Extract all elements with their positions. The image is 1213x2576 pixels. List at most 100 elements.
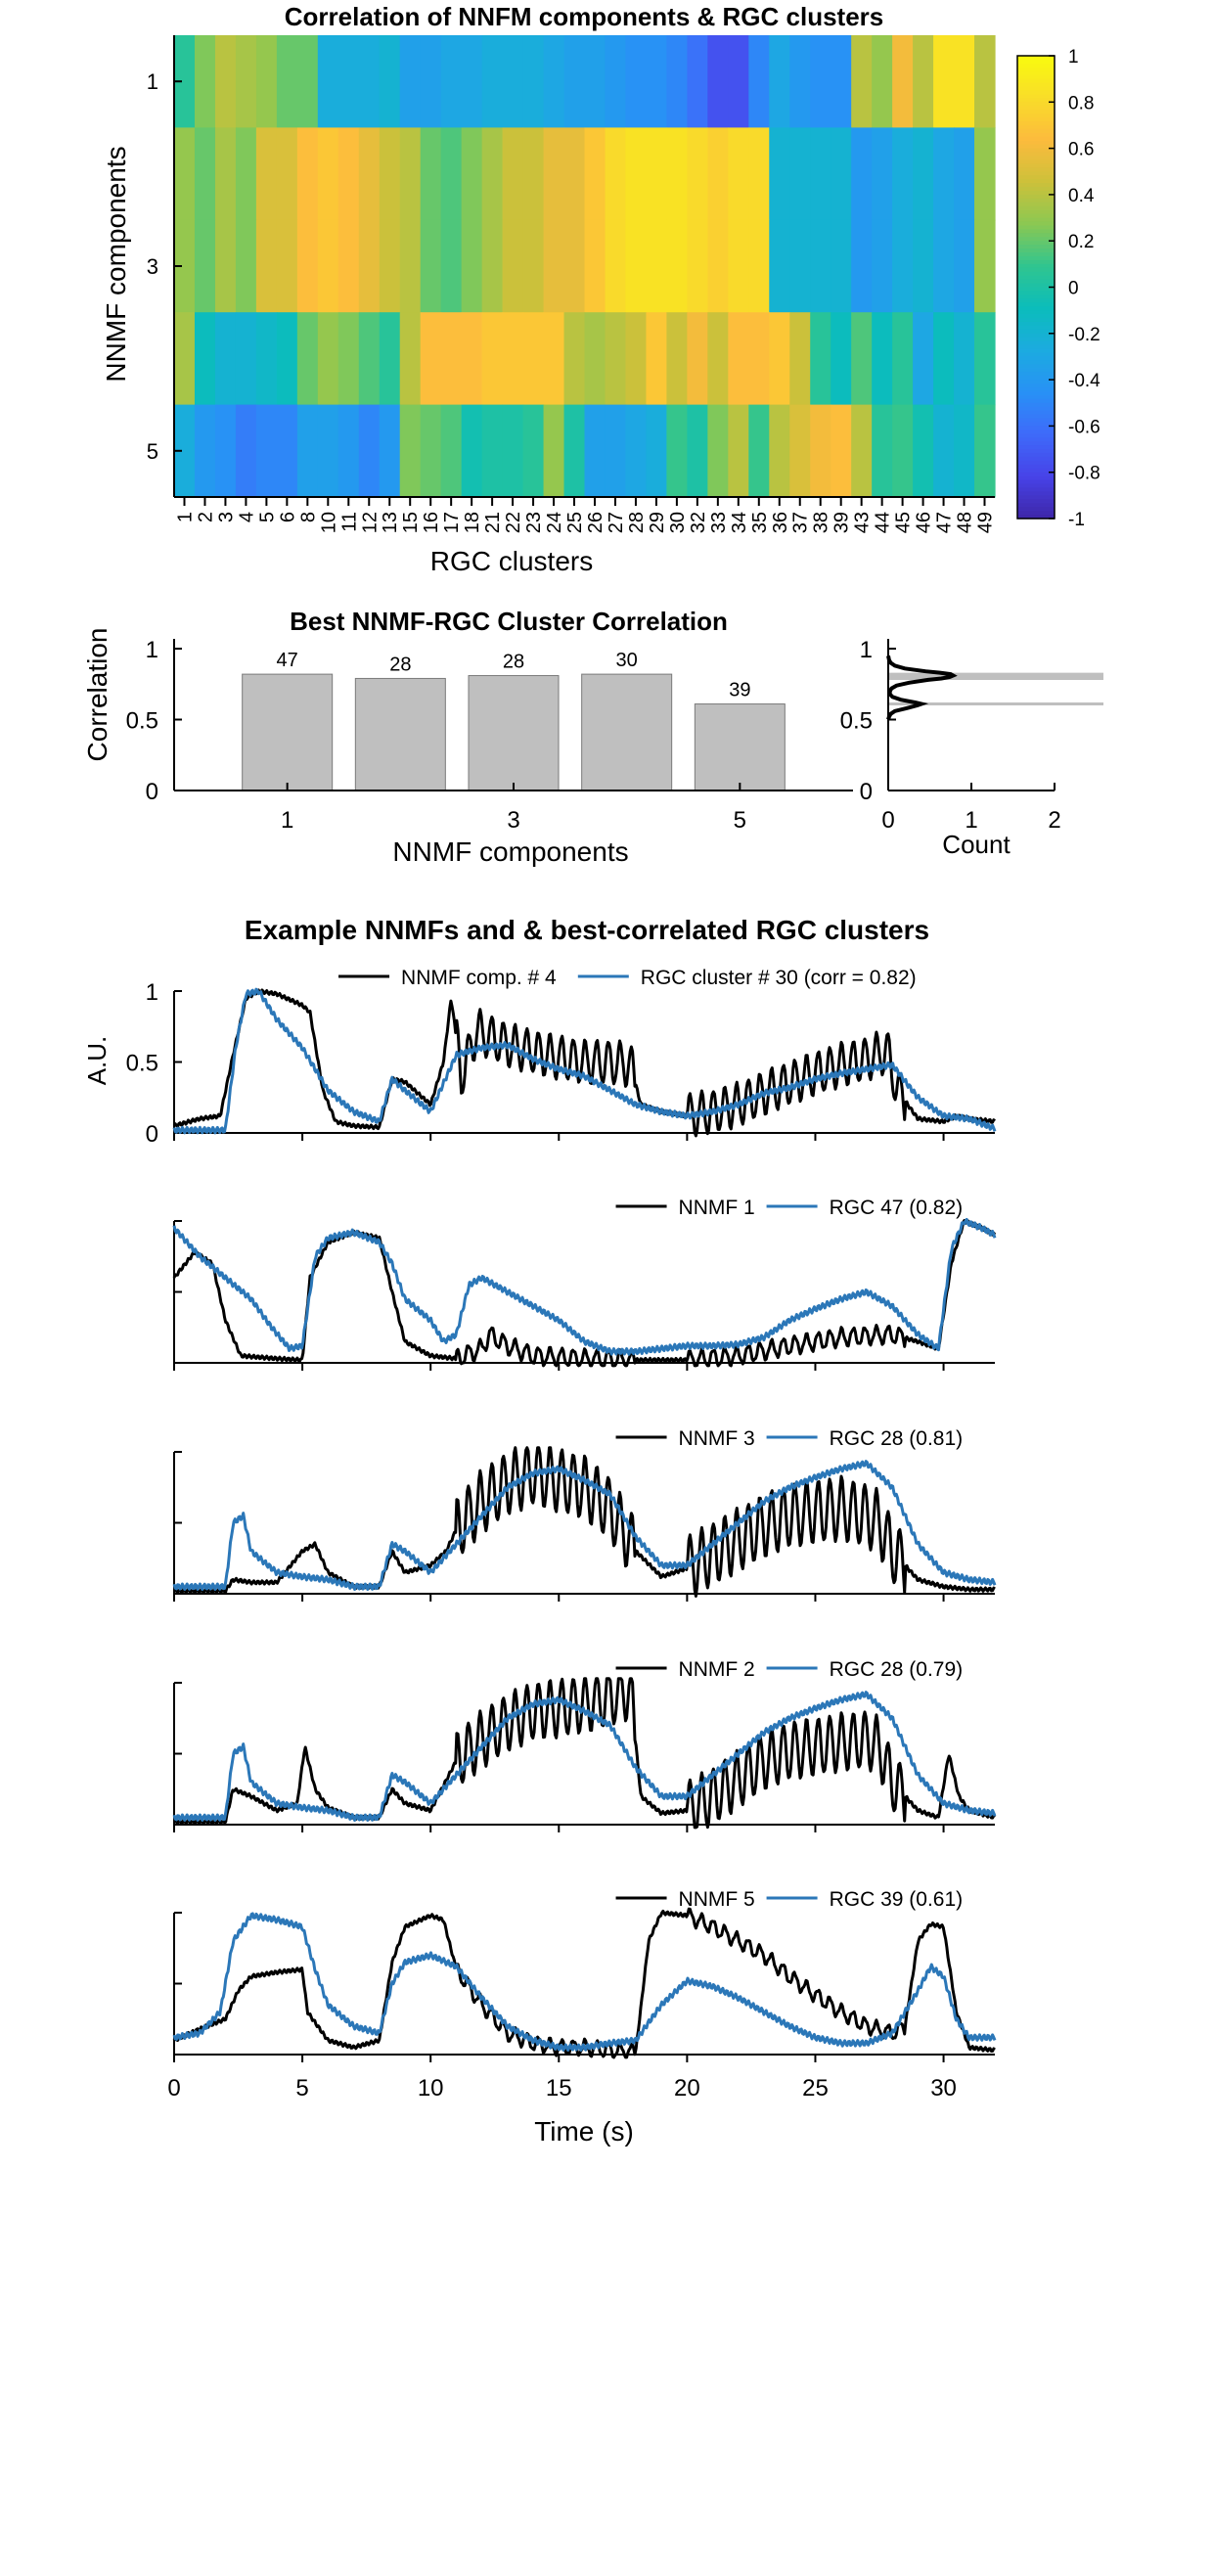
trace-series-line — [172, 1677, 997, 1830]
trace-x-tick-label: 30 — [930, 2075, 957, 2101]
histogram-y-tick-label: 0.5 — [840, 708, 873, 735]
legend-label-rgc: RGC 28 (0.81) — [830, 1427, 964, 1450]
heatmap-cell — [399, 404, 422, 498]
histogram-density-curve — [886, 655, 958, 721]
colorbar-segment — [1017, 433, 1055, 438]
heatmap-cell — [379, 127, 401, 221]
colorbar-segment — [1017, 187, 1055, 192]
colorbar-segment — [1017, 102, 1055, 107]
heatmap-x-tick-label: 26 — [585, 512, 606, 533]
heatmap-x-tick-label: 18 — [462, 512, 483, 533]
bar — [354, 677, 446, 791]
bar — [242, 673, 334, 791]
colorbar-segment — [1017, 190, 1055, 196]
hist-xlabel: Count — [942, 830, 1011, 859]
heatmap-cell — [707, 219, 729, 313]
heatmap-cell — [420, 219, 442, 313]
heatmap-cell — [235, 35, 257, 128]
heatmap-cell — [379, 312, 401, 406]
colorbar-segment — [1017, 136, 1055, 142]
heatmap-y-tick-label: 1 — [147, 69, 158, 94]
colorbar-segment — [1017, 422, 1055, 427]
colorbar-segment — [1017, 310, 1055, 315]
heatmap-cell — [933, 219, 955, 313]
heatmap-cell — [974, 35, 996, 128]
heatmap-cell — [255, 312, 278, 406]
heatmap-x-tick-label: 49 — [975, 512, 997, 533]
colorbar-segment — [1017, 271, 1055, 277]
heatmap-cell — [337, 312, 360, 406]
colorbar-segment — [1017, 241, 1055, 246]
heatmap-cell — [194, 404, 216, 498]
colorbar-segment — [1017, 225, 1055, 230]
colorbar-segment — [1017, 90, 1055, 96]
heatmap-cell — [892, 127, 914, 221]
trace-x-tick-label: 5 — [295, 2075, 308, 2101]
heatmap-cell — [358, 35, 381, 128]
heatmap-x-tick-label: 45 — [893, 512, 915, 533]
heatmap-cell — [748, 219, 770, 313]
heatmap-cell — [522, 312, 545, 406]
heatmap-cell — [748, 312, 770, 406]
heatmap-cell — [913, 312, 934, 406]
trace-plots: 0 0.5 1 NNMF comp. # 4 RGC cluster # 30 (cor… — [126, 967, 997, 2101]
heatmap-cell — [317, 35, 339, 128]
bar-value-label: 30 — [616, 650, 638, 671]
colorbar-segment — [1017, 325, 1055, 331]
heatmap-cell — [707, 127, 729, 221]
heatmap-cell — [194, 127, 216, 221]
heatmap-x-tick-label: 2 — [195, 512, 216, 522]
trace-series-line — [172, 1460, 997, 1591]
heatmap-cell — [810, 312, 831, 406]
colorbar-segment — [1017, 329, 1055, 335]
trace-y-tick-label: 1 — [146, 979, 158, 1006]
heatmap-cell — [276, 404, 298, 498]
heatmap-cell — [728, 35, 749, 128]
colorbar-segment — [1017, 140, 1055, 146]
bar — [581, 673, 673, 791]
trace-series-line — [172, 987, 997, 1135]
colorbar-segment — [1017, 175, 1055, 180]
traces-panel: Example NNMFs and & best-correlated RGC … — [82, 915, 997, 2147]
heatmap-cell — [789, 35, 811, 128]
heatmap-cell — [646, 127, 667, 221]
colorbar-segment — [1017, 333, 1055, 339]
colorbar-segment — [1017, 117, 1055, 122]
colorbar-segment — [1017, 252, 1055, 257]
heatmap-cell — [584, 312, 606, 406]
colorbar-segment — [1017, 372, 1055, 377]
heatmap-cell — [831, 312, 852, 406]
heatmap-cell — [337, 35, 360, 128]
colorbar-segment — [1017, 495, 1055, 500]
heatmap-cell — [399, 35, 422, 128]
colorbar-segment — [1017, 402, 1055, 408]
heatmap-cell — [769, 404, 790, 498]
bar-value-label: 28 — [503, 652, 524, 673]
heatmap-cell — [461, 312, 483, 406]
heatmap-cell — [194, 312, 216, 406]
trace-plot: NNMF 3 RGC 28 (0.81) — [172, 1427, 997, 1602]
colorbar-segment — [1017, 487, 1055, 493]
heatmap-cell — [337, 127, 360, 221]
legend-label-nnmf: NNMF 2 — [679, 1658, 755, 1681]
colorbar-segment — [1017, 376, 1055, 381]
colorbar-segment — [1017, 98, 1055, 103]
heatmap-cell — [543, 219, 565, 313]
heatmap-x-tick-label: 4 — [236, 512, 257, 522]
heatmap-cell — [214, 35, 237, 128]
colorbar-segment — [1017, 414, 1055, 420]
colorbar-segment — [1017, 221, 1055, 227]
heatmap-cell — [317, 127, 339, 221]
heatmap-cell — [461, 127, 483, 221]
heatmap-cell — [687, 127, 708, 221]
heatmap-cell — [625, 219, 648, 313]
heatmap-cell — [810, 35, 831, 128]
heatmap-cell — [502, 219, 524, 313]
bar-x-tick-label: 5 — [734, 807, 746, 834]
heatmap-cell — [379, 219, 401, 313]
colorbar-segment — [1017, 418, 1055, 424]
heatmap-cell — [440, 404, 463, 498]
heatmap-cell — [543, 127, 565, 221]
heatmap-cell — [174, 35, 196, 128]
